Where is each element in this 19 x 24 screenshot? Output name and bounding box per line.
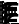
Line: MG1655/ydjN(Ec)-plasmid: MG1655/ydjN(Ec)-plasmid xyxy=(0,0,19,18)
MG1655/ydjN(Ec)-plasmid xyxy=(3,15,4,16)
Text: Fig 2: Fig 2 xyxy=(1,13,19,24)
Line: MG1655 delta-ydjN: MG1655 delta-ydjN xyxy=(0,8,19,23)
Line: MG1655/ydjN(Ec)-plasmid: MG1655/ydjN(Ec)-plasmid xyxy=(0,8,19,24)
MG1655 delta-ydjN xyxy=(3,3,4,4)
Line: MG1655: MG1655 xyxy=(0,0,19,16)
Text: Fig 1: Fig 1 xyxy=(1,2,19,24)
Legend: MG1655, MG1655 delta-ydjN, MG1655/vector, MG1655/ydjN(Ec)-plasmid: MG1655, MG1655 delta-ydjN, MG1655/vector… xyxy=(0,12,6,24)
Line: MG1655/vector: MG1655/vector xyxy=(0,8,19,24)
Line: MG1655: MG1655 xyxy=(0,8,19,24)
Line: MG1655 delta-ydjN: MG1655 delta-ydjN xyxy=(0,0,19,11)
Line: MG1655/vector: MG1655/vector xyxy=(0,0,19,18)
MG1655/vector xyxy=(3,15,4,16)
Legend: MG1655, MG1655 delta-ydjN, MG1655/vector, MG1655/ydjN(Ec)-plasmid: MG1655, MG1655 delta-ydjN, MG1655/vector… xyxy=(0,23,6,24)
